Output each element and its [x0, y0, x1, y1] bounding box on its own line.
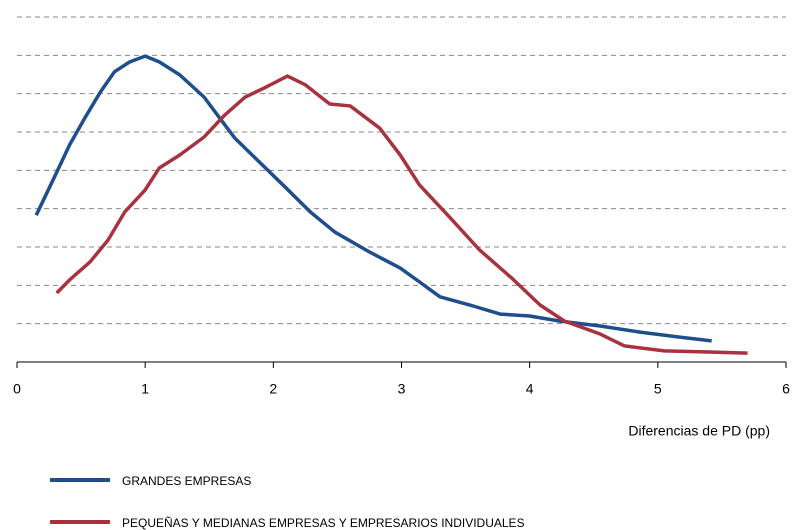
x-tick-label: 5 [654, 381, 662, 397]
x-tick-label: 1 [141, 381, 149, 397]
x-tick-label: 3 [398, 381, 406, 397]
x-tick-label: 2 [269, 381, 277, 397]
legend-text: PEQUEÑAS Y MEDIANAS EMPRESAS Y EMPRESARI… [122, 516, 525, 530]
legend-text: GRANDES EMPRESAS [122, 474, 251, 488]
x-tick-label: 0 [13, 381, 21, 397]
x-axis-label: Diferencias de PD (pp) [628, 423, 770, 439]
series-line [55, 74, 748, 355]
series-line [34, 54, 712, 343]
x-tick-label: 6 [782, 381, 790, 397]
x-tick-label: 4 [526, 381, 534, 397]
